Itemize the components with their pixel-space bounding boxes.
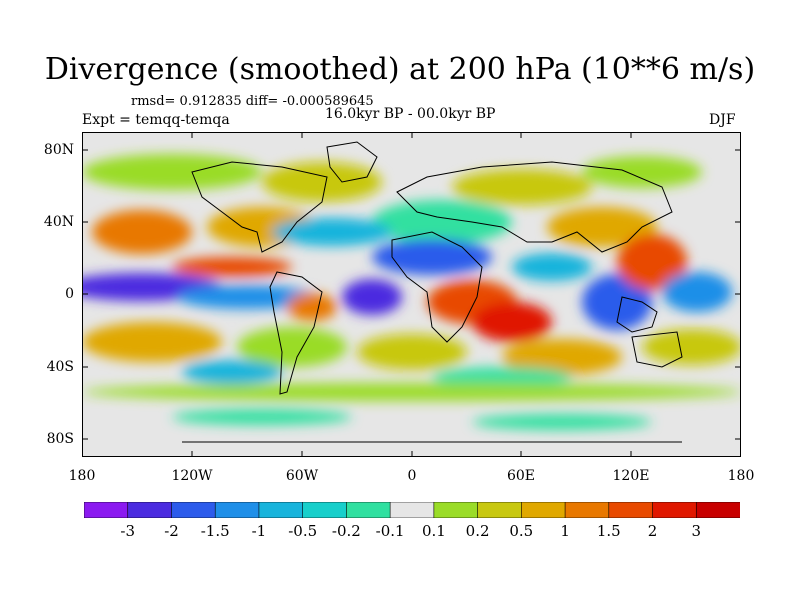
colorbar-swatch — [521, 501, 566, 519]
colorbar — [83, 501, 741, 519]
colorbar-label: 0.5 — [509, 522, 534, 540]
lat-label-40s: 40S — [46, 359, 74, 375]
map-frame — [82, 132, 741, 457]
colorbar-label: 0.1 — [421, 522, 446, 540]
lon-label-60e: 60E — [506, 468, 536, 484]
colorbar-label: 1 — [560, 522, 570, 540]
lon-label-120e: 120E — [612, 468, 650, 484]
coastlines — [182, 141, 683, 443]
divergence-map — [82, 132, 741, 457]
colorbar-label: -3 — [120, 522, 135, 540]
lat-label-80n: 80N — [43, 142, 74, 158]
colorbar-label: -0.5 — [288, 522, 318, 540]
experiment-label: Expt = temqq-temqa — [82, 112, 230, 128]
colorbar-label: 2 — [647, 522, 658, 540]
plot-title: Divergence (smoothed) at 200 hPa (10**6 … — [44, 52, 756, 87]
colorbar-swatch — [302, 501, 348, 519]
colorbar-label: -1.5 — [200, 522, 230, 540]
stats-line: rmsd= 0.912835 diff= -0.000589645 — [131, 94, 374, 109]
colorbar-swatch — [433, 501, 479, 519]
field-blobs — [82, 154, 741, 430]
colorbar-label: -0.2 — [331, 522, 361, 540]
colorbar-label: -2 — [164, 522, 179, 540]
lon-label-180e: 180 — [727, 468, 755, 484]
colorbar-swatch — [258, 501, 304, 519]
lat-label-40n: 40N — [43, 214, 74, 230]
lat-label-80s: 80S — [46, 431, 74, 447]
colorbar-label: -0.1 — [375, 522, 405, 540]
colorbar-swatch — [127, 501, 173, 519]
lon-label-180w: 180 — [68, 468, 96, 484]
lon-label-60w: 60W — [285, 468, 319, 484]
colorbar-label: -1 — [251, 522, 267, 540]
period-label: 16.0kyr BP - 00.0kyr BP — [325, 106, 496, 122]
colorbar-swatch — [214, 501, 260, 519]
colorbar-label: 0.2 — [465, 522, 490, 540]
lon-label-120w: 120W — [171, 468, 213, 484]
colorbar-swatch — [346, 501, 391, 519]
colorbar-swatch — [83, 501, 129, 519]
colorbar-swatch — [477, 501, 523, 519]
season-label: DJF — [709, 112, 736, 128]
colorbar-label: 1.5 — [596, 522, 621, 540]
colorbar-swatch — [695, 501, 741, 519]
colorbar-swatch — [564, 501, 610, 519]
lon-label-0: 0 — [407, 468, 417, 484]
colorbar-label: 3 — [691, 522, 702, 540]
lat-label-0: 0 — [65, 286, 74, 302]
colorbar-swatch — [389, 501, 435, 519]
colorbar-swatch — [608, 501, 654, 519]
colorbar-swatch — [652, 501, 698, 519]
colorbar-swatch — [171, 501, 217, 519]
